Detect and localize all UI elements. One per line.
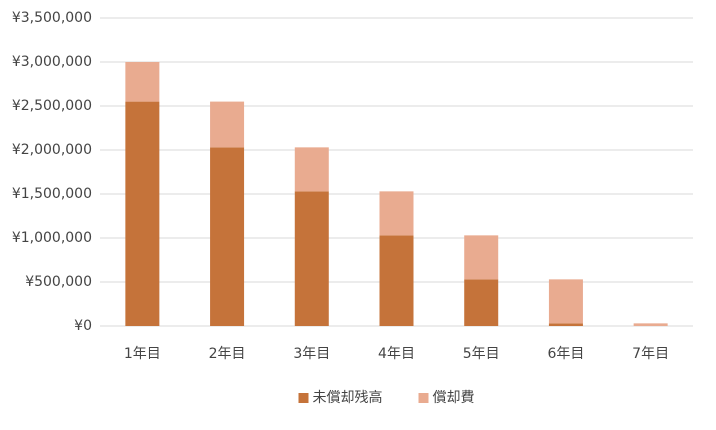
x-tick-label: 4年目 <box>378 346 415 362</box>
y-tick-label: ¥2,000,000 <box>12 142 92 158</box>
y-tick-label: ¥1,000,000 <box>12 230 92 246</box>
bar-segment <box>464 279 499 326</box>
x-tick-label: 5年目 <box>463 346 500 362</box>
legend-swatch <box>418 393 429 403</box>
x-tick-label: 2年目 <box>209 346 246 362</box>
legend-label: 償却費 <box>433 390 475 406</box>
bar-segment <box>210 147 245 326</box>
bar-segment <box>379 235 414 326</box>
y-tick-label: ¥500,000 <box>25 274 92 290</box>
x-tick-label: 7年目 <box>632 346 669 362</box>
legend-swatch <box>298 393 309 403</box>
y-tick-label: ¥0 <box>74 318 92 334</box>
bar-segment <box>548 279 583 324</box>
bar-segment <box>464 235 499 280</box>
bar-segment <box>125 62 160 102</box>
y-tick-label: ¥2,500,000 <box>12 98 92 114</box>
bar-segment <box>294 191 329 326</box>
y-tick-label: ¥1,500,000 <box>12 186 92 202</box>
bar-segment <box>633 323 668 326</box>
bar-segment <box>379 191 414 236</box>
bar-segment <box>548 323 583 326</box>
x-tick-label: 6年目 <box>547 346 584 362</box>
bar-segment <box>125 101 160 326</box>
bar-segment <box>210 101 245 148</box>
legend-label: 未償却残高 <box>313 389 383 406</box>
y-tick-label: ¥3,500,000 <box>12 10 92 26</box>
y-tick-label: ¥3,000,000 <box>12 54 92 70</box>
x-tick-label: 1年目 <box>124 346 161 362</box>
x-tick-label: 3年目 <box>293 346 330 362</box>
bar-segment <box>294 147 329 192</box>
